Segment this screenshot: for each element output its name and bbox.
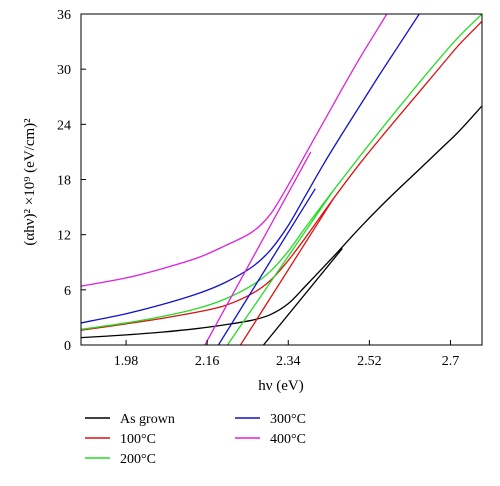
x-tick-label: 2.52 xyxy=(357,354,382,369)
y-tick-label: 6 xyxy=(64,284,71,299)
x-tick-label: 2.16 xyxy=(195,354,220,369)
series-line-as-grown xyxy=(81,105,482,339)
axis-layer: 1.98 2.16 2.34 2.52 2.7 0 6 12 18 24 30 36 xyxy=(57,8,459,369)
tangent-line-300c xyxy=(217,188,316,345)
tangent-line-as-grown xyxy=(262,248,343,345)
series-line-200c xyxy=(81,14,482,331)
y-tick-label: 24 xyxy=(57,118,71,133)
y-tick-label: 12 xyxy=(57,229,71,244)
y-tick-label: 30 xyxy=(57,63,71,78)
plot-frame xyxy=(80,13,483,346)
series-layer xyxy=(81,14,482,345)
tangent-line-400c xyxy=(204,151,312,345)
y-tick-label: 0 xyxy=(64,339,71,354)
series-line-100c xyxy=(81,20,482,331)
legend-label-as-grown: As grown xyxy=(120,412,175,427)
legend-label-100c: 100°C xyxy=(120,432,156,447)
tangent-line-100c xyxy=(239,198,334,345)
series-line-300c xyxy=(81,14,420,324)
y-tick-label: 18 xyxy=(57,174,71,189)
x-tick-label: 1.98 xyxy=(114,354,139,369)
x-tick-label: 2.34 xyxy=(276,354,301,369)
y-axis-label: (αhν)² ×10⁹ (eV/cm)² xyxy=(22,118,38,246)
series-line-400c xyxy=(81,14,388,287)
legend-label-400c: 400°C xyxy=(270,432,306,447)
y-tick-label: 36 xyxy=(57,8,71,23)
legend: As grown 100°C 200°C 300°C 400°C xyxy=(85,412,306,467)
x-tick-label: 2.7 xyxy=(442,354,460,369)
legend-label-200c: 200°C xyxy=(120,452,156,467)
legend-label-300c: 300°C xyxy=(270,412,306,427)
x-axis-label: hν (eV) xyxy=(258,378,304,394)
tangent-line-200c xyxy=(226,190,334,345)
